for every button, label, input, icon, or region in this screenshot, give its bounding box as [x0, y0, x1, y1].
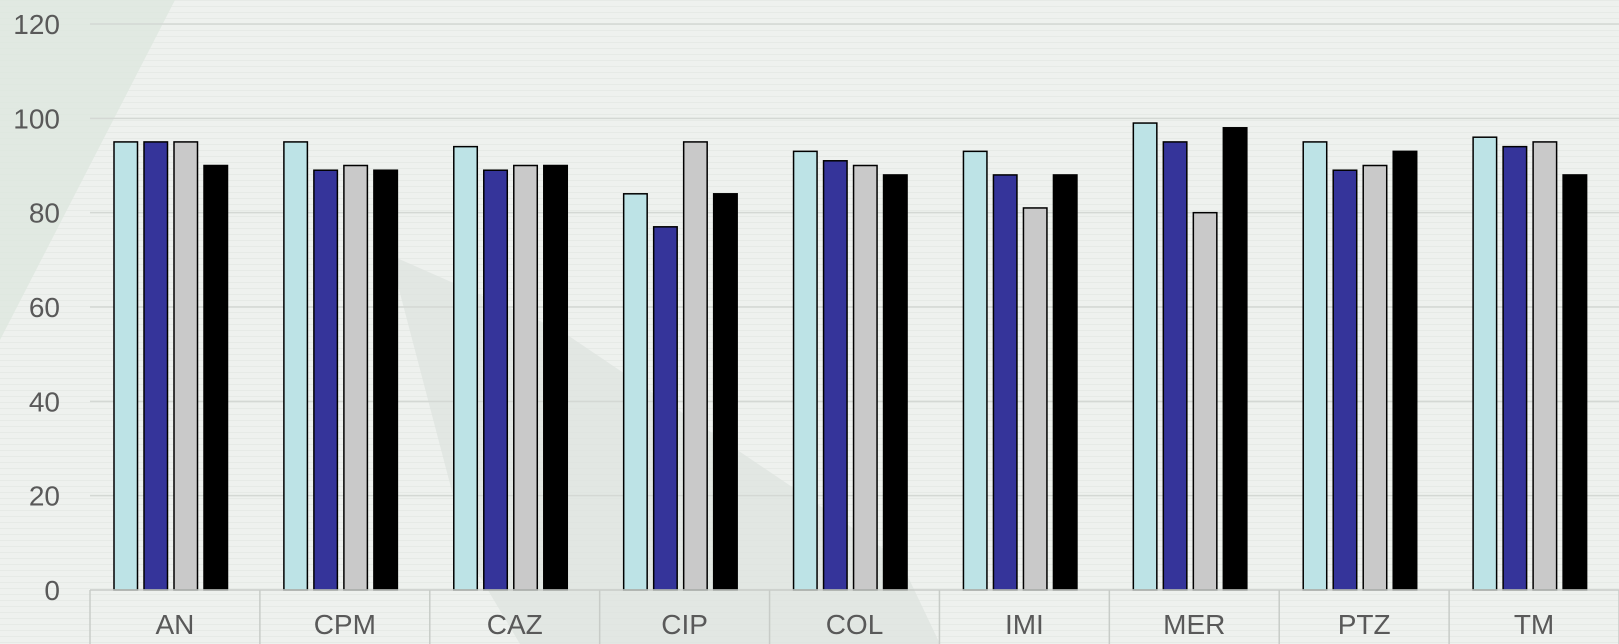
bar [1562, 174, 1588, 591]
bar [453, 145, 479, 591]
bar [652, 226, 678, 591]
bar [792, 150, 818, 591]
x-tick-label: MER [1163, 609, 1225, 640]
bar [1052, 174, 1078, 591]
bar [1392, 150, 1418, 591]
bar [1132, 122, 1158, 591]
x-tick-label: TM [1514, 609, 1554, 640]
x-tick-label: PTZ [1338, 609, 1391, 640]
bar [622, 193, 648, 591]
bar [822, 160, 848, 591]
bar [143, 141, 169, 591]
bar [173, 141, 199, 591]
y-tick-label: 40 [29, 386, 60, 417]
bar [1022, 207, 1048, 591]
bar [882, 174, 908, 591]
bar [1162, 141, 1188, 591]
y-tick-label: 20 [29, 481, 60, 512]
x-tick-label: IMI [1005, 609, 1044, 640]
bar [513, 164, 539, 591]
bars [113, 122, 1588, 591]
bar [682, 141, 708, 591]
bar [283, 141, 309, 591]
x-tick-label: COL [826, 609, 884, 640]
bar [203, 164, 229, 591]
y-tick-label: 60 [29, 292, 60, 323]
bar [712, 193, 738, 591]
x-tick-label: CAZ [487, 609, 543, 640]
x-tick-label: CIP [661, 609, 708, 640]
bar [1192, 211, 1218, 591]
bar [113, 141, 139, 591]
bar [373, 169, 399, 591]
bar [852, 164, 878, 591]
bar [543, 164, 569, 591]
background-decoration [0, 0, 175, 340]
bar [1472, 136, 1498, 591]
y-tick-label: 100 [13, 103, 60, 134]
x-tick-label: AN [155, 609, 194, 640]
bar [1362, 164, 1388, 591]
bar [962, 150, 988, 591]
x-tick-label: CPM [314, 609, 376, 640]
bar [483, 169, 509, 591]
y-axis-tick-labels: 0 20 40 60 80 100 120 [13, 9, 60, 606]
bar [1222, 127, 1248, 591]
y-tick-label: 120 [13, 9, 60, 40]
bar [1332, 169, 1358, 591]
bar [313, 169, 339, 591]
x-axis: AN CPM CAZ CIP COL IMI MER PTZ TM [89, 589, 1619, 644]
bar [1502, 145, 1528, 591]
y-tick-label: 80 [29, 198, 60, 229]
bar [343, 164, 369, 591]
y-tick-label: 0 [44, 575, 60, 606]
bar [1532, 141, 1558, 591]
bar [1302, 141, 1328, 591]
bar [992, 174, 1018, 591]
